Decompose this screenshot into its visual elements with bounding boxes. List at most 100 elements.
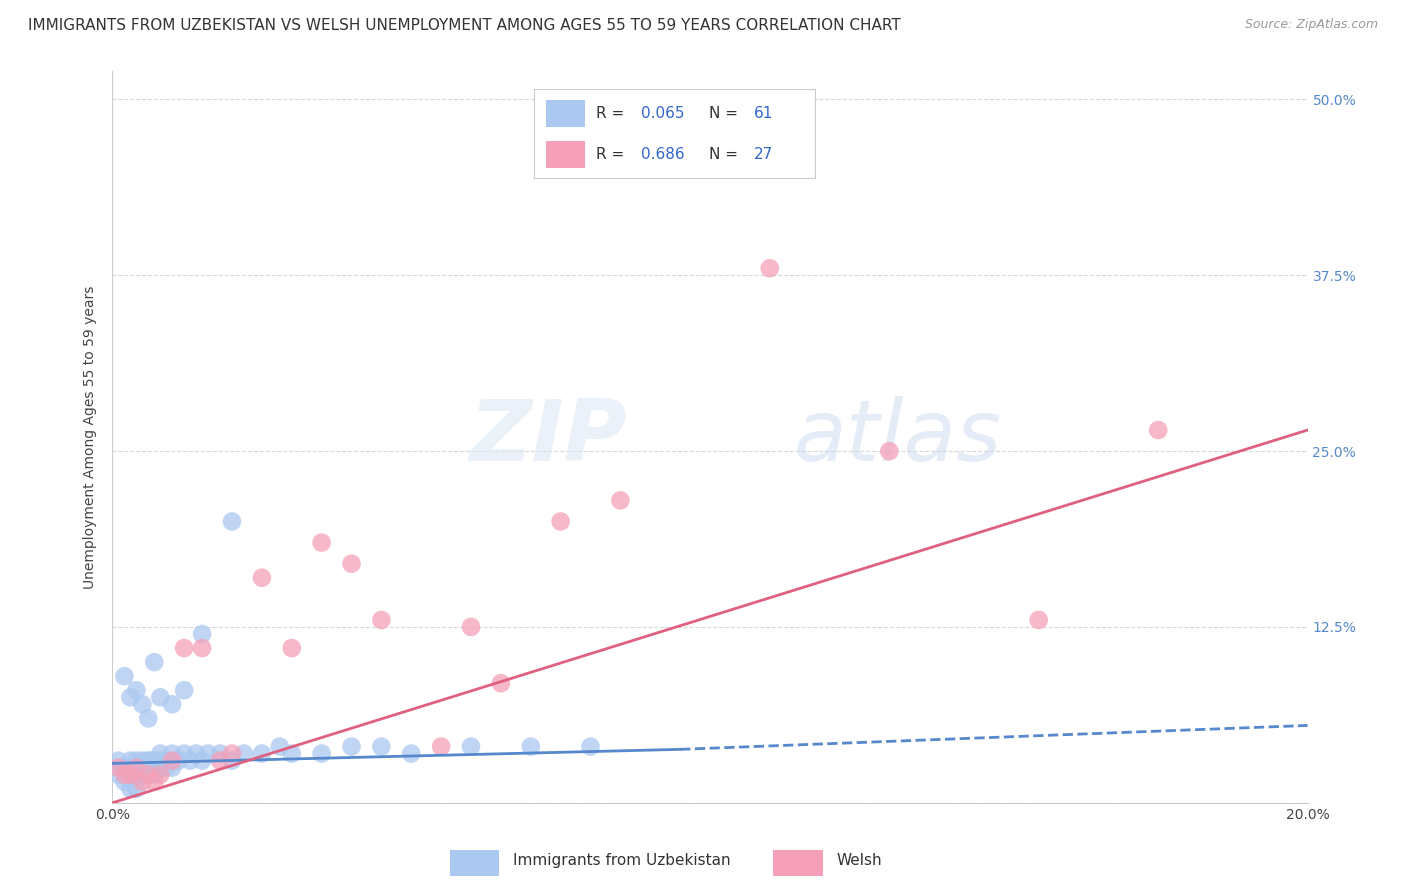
Point <box>149 761 172 775</box>
Point <box>107 761 129 775</box>
Point <box>430 739 453 754</box>
Point <box>167 754 190 768</box>
Point <box>138 754 160 768</box>
Text: R =: R = <box>596 147 630 161</box>
Point <box>579 739 602 754</box>
Point <box>281 641 304 656</box>
Point <box>250 747 273 761</box>
Point <box>162 754 183 768</box>
Point <box>460 620 482 634</box>
Point <box>149 690 172 705</box>
Point <box>125 767 148 781</box>
Point <box>138 767 160 781</box>
Point <box>131 774 153 789</box>
Text: N =: N = <box>709 106 742 120</box>
Text: Welsh: Welsh <box>837 854 882 868</box>
Point <box>143 761 166 775</box>
FancyBboxPatch shape <box>546 100 585 127</box>
Point <box>340 557 363 571</box>
Point <box>155 754 177 768</box>
Point <box>162 747 183 761</box>
Y-axis label: Unemployment Among Ages 55 to 59 years: Unemployment Among Ages 55 to 59 years <box>83 285 97 589</box>
Point <box>179 754 201 768</box>
Point <box>191 754 214 768</box>
Point <box>155 761 177 775</box>
Point <box>221 515 243 529</box>
Point <box>143 754 166 768</box>
Point <box>250 571 273 585</box>
Point <box>120 767 142 781</box>
Point <box>138 711 160 725</box>
Point <box>232 747 256 761</box>
Text: Source: ZipAtlas.com: Source: ZipAtlas.com <box>1244 18 1378 31</box>
Text: IMMIGRANTS FROM UZBEKISTAN VS WELSH UNEMPLOYMENT AMONG AGES 55 TO 59 YEARS CORRE: IMMIGRANTS FROM UZBEKISTAN VS WELSH UNEM… <box>28 18 901 33</box>
Point <box>107 767 129 781</box>
Point <box>191 627 214 641</box>
Point <box>186 747 208 761</box>
Point <box>114 767 135 781</box>
Point <box>131 698 153 712</box>
Text: 27: 27 <box>754 147 773 161</box>
Point <box>311 747 333 761</box>
Point <box>221 747 243 761</box>
Point <box>489 676 512 690</box>
Text: Immigrants from Uzbekistan: Immigrants from Uzbekistan <box>513 854 731 868</box>
Point <box>131 761 153 775</box>
FancyBboxPatch shape <box>546 141 585 168</box>
Point <box>131 754 153 768</box>
Point <box>191 641 214 656</box>
Point <box>125 761 148 775</box>
Point <box>114 669 135 683</box>
Point <box>120 781 142 796</box>
Point <box>1147 423 1170 437</box>
Point <box>173 641 195 656</box>
Point <box>162 761 183 775</box>
Point <box>114 774 135 789</box>
Point <box>173 747 195 761</box>
Point <box>125 781 148 796</box>
Point <box>114 761 135 775</box>
Point <box>120 754 142 768</box>
Point <box>370 613 392 627</box>
Point <box>120 690 142 705</box>
Text: R =: R = <box>596 106 630 120</box>
Point <box>1028 613 1050 627</box>
Point <box>162 698 183 712</box>
Text: N =: N = <box>709 147 742 161</box>
Point <box>107 754 129 768</box>
Point <box>143 655 166 669</box>
Point <box>609 493 631 508</box>
Point <box>173 683 195 698</box>
Point <box>131 761 153 775</box>
Point <box>143 774 166 789</box>
Point <box>877 444 901 458</box>
Point <box>138 761 160 775</box>
Point <box>120 761 142 775</box>
Point <box>281 747 304 761</box>
FancyBboxPatch shape <box>450 849 499 876</box>
Point <box>125 754 148 768</box>
Text: ZIP: ZIP <box>468 395 626 479</box>
Point <box>460 739 482 754</box>
Point <box>125 683 148 698</box>
Point <box>269 739 291 754</box>
Point <box>311 535 333 549</box>
Point <box>114 767 135 781</box>
Point <box>208 754 231 768</box>
Point <box>138 754 160 768</box>
Point <box>520 739 543 754</box>
Point <box>370 739 392 754</box>
Point <box>138 767 160 781</box>
Text: 0.686: 0.686 <box>641 147 685 161</box>
FancyBboxPatch shape <box>773 849 823 876</box>
Point <box>221 754 243 768</box>
Point <box>143 767 166 781</box>
Point <box>131 767 153 781</box>
Point <box>208 747 231 761</box>
Point <box>149 754 172 768</box>
Point <box>120 767 142 781</box>
Point <box>149 767 172 781</box>
Point <box>340 739 363 754</box>
Point <box>197 747 219 761</box>
Point <box>550 515 572 529</box>
